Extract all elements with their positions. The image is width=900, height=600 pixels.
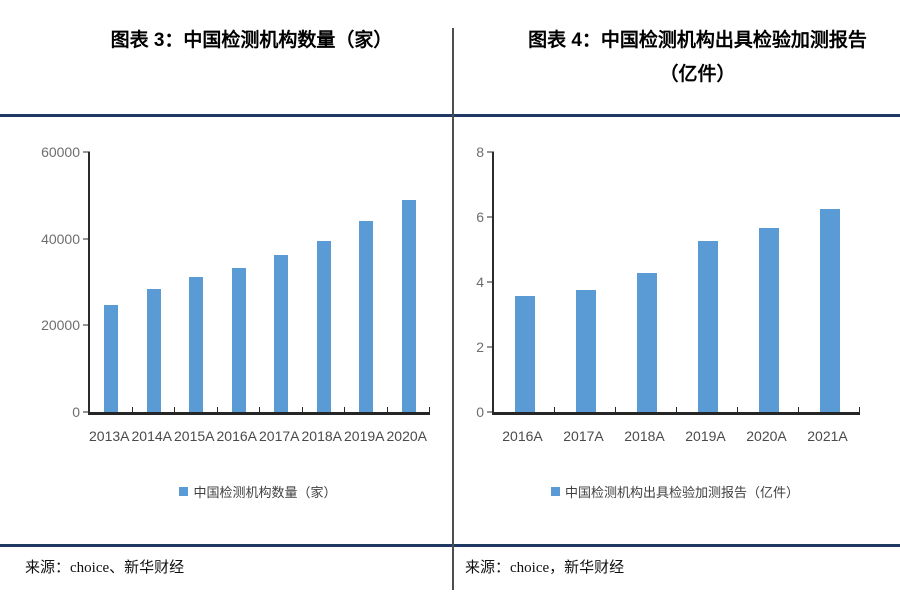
x-axis-tick-label: 2019A	[685, 428, 726, 444]
y-axis-tick-label: 0	[476, 404, 484, 420]
source-note: 来源：choice、新华财经	[25, 560, 185, 576]
y-axis-tick-mark	[487, 281, 494, 283]
x-axis-tick-label: 2013A	[89, 428, 130, 444]
panel-institution-count: 图表 3：中国检测机构数量（家） 0 20000 40000 60000 2013A 2…	[25, 24, 453, 576]
x-axis-tick-label: 2019A	[344, 428, 385, 444]
bar-2016A	[231, 268, 246, 412]
bar-slot	[345, 152, 388, 412]
bar-2020A	[401, 200, 416, 412]
x-axis-tick-mark	[344, 407, 345, 412]
bar-chart-institution-count: 0 20000 40000 60000 2013A 2014A 2015A 2016A 201…	[41, 145, 431, 444]
bar-chart-report-volume: 0 2 4 6 8 2016A 2017A 2018A 2019A 2020A 2021A	[476, 145, 860, 444]
bar-2019A	[697, 240, 718, 412]
y-axis-tick-label: 8	[476, 144, 484, 160]
x-axis-tick-label: 2017A	[259, 428, 300, 444]
legend-label: 中国检测机构出具检验加测报告（亿件）	[564, 485, 799, 500]
y-axis-tick-mark	[487, 216, 494, 218]
y-axis-tick-label: 2	[476, 339, 484, 355]
x-axis-tick-label: 2018A	[624, 428, 665, 444]
bar-slot	[799, 152, 860, 412]
chart-title-line: （亿件）	[659, 64, 736, 86]
bar-slot	[677, 152, 738, 412]
bar-2017A	[274, 254, 289, 412]
bar-slot	[218, 152, 261, 412]
bar-slot	[388, 152, 431, 412]
bar-2014A	[146, 289, 161, 412]
x-axis-tick-mark	[174, 407, 175, 412]
y-axis-tick-label: 40000	[41, 230, 80, 247]
bar-2020A	[758, 227, 779, 412]
x-axis-tick-label: 2021A	[807, 428, 848, 444]
plot-area: 0 20000 40000 60000	[41, 145, 431, 419]
bottom-rule-line	[0, 544, 900, 547]
legend-swatch-icon	[550, 487, 560, 496]
y-axis-tick-mark	[487, 151, 494, 153]
x-axis-tick-mark	[676, 407, 677, 412]
bar-slot	[738, 152, 799, 412]
panel-report-volume: 图表 4：中国检测机构出具检验加测报告 （亿件） 0 2 4 6 8 2016A 2017…	[455, 0, 900, 600]
legend-swatch-icon	[179, 487, 189, 496]
y-axis-tick-label: 60000	[41, 144, 80, 160]
bar-slot	[133, 152, 176, 412]
x-axis-tick-label: 2018A	[301, 428, 342, 444]
bar-slot	[303, 152, 346, 412]
y-axis-tick-mark	[83, 324, 90, 326]
y-axis-tick-mark	[83, 151, 90, 153]
y-axis-tick-label: 20000	[41, 317, 80, 334]
x-axis-tick-mark	[386, 407, 388, 412]
legend-label: 中国检测机构数量（家）	[193, 485, 337, 500]
x-axis-tick-mark	[737, 407, 738, 412]
bar-slot	[90, 152, 133, 412]
bar-slot	[494, 152, 555, 412]
chart-title-line: 图表 4：中国检测机构出具检验加测报告	[528, 30, 867, 51]
legend: 中国检测机构出具检验加测报告（亿件）	[492, 482, 858, 501]
x-axis-tick-mark	[216, 407, 218, 412]
x-axis-tick-label: 2016A	[216, 428, 257, 444]
bar-2016A	[514, 296, 535, 412]
x-axis-tick-label: 2014A	[131, 428, 172, 444]
bar-2015A	[189, 277, 204, 412]
vertical-divider-line	[452, 28, 454, 590]
x-axis-tick-mark	[429, 407, 430, 412]
bar-2019A	[359, 221, 374, 412]
x-axis-tick-mark	[259, 407, 260, 412]
y-axis-tick-label: 6	[476, 209, 484, 225]
bar-2013A	[104, 304, 119, 412]
legend: 中国检测机构数量（家）	[88, 482, 428, 501]
bar-2017A	[575, 289, 596, 412]
y-axis-tick-label: 4	[476, 274, 484, 290]
x-axis-labels: 2016A 2017A 2018A 2019A 2020A 2021A	[492, 428, 858, 445]
x-axis-tick-label: 2020A	[746, 428, 787, 444]
x-axis-tick-mark	[859, 407, 860, 412]
bar-2018A	[316, 240, 331, 412]
bar-slot	[616, 152, 677, 412]
x-axis-tick-label: 2017A	[563, 428, 604, 444]
bar-2021A	[819, 208, 840, 412]
y-axis-tick-label: 0	[72, 404, 80, 420]
top-rule-line	[0, 114, 900, 117]
x-axis-tick-mark	[798, 407, 799, 412]
source-note: 来源：choice，新华财经	[465, 560, 625, 576]
plot-area: 0 2 4 6 8	[476, 145, 860, 419]
chart-title: 图表 4：中国检测机构出具检验加测报告 （亿件）	[495, 24, 900, 92]
chart-title: 图表 3：中国检测机构数量（家）	[50, 24, 453, 58]
chart-title-line: 图表 3：中国检测机构数量（家）	[110, 30, 393, 51]
y-axis-tick-mark	[83, 238, 90, 240]
x-axis-tick-mark	[131, 407, 133, 412]
x-axis-tick-label: 2020A	[386, 428, 427, 444]
x-axis-tick-mark	[554, 407, 555, 412]
x-axis-labels: 2013A 2014A 2015A 2016A 2017A 2018A 2019A 2020A	[88, 428, 428, 445]
bar-2018A	[636, 272, 657, 412]
bar-slot	[175, 152, 218, 412]
bar-slot	[555, 152, 616, 412]
y-axis-tick-mark	[83, 411, 90, 413]
y-axis-tick-mark	[487, 346, 494, 348]
x-axis-tick-mark	[301, 407, 303, 412]
x-axis-tick-label: 2016A	[502, 428, 543, 444]
x-axis-tick-label: 2015A	[174, 428, 215, 444]
y-axis-tick-mark	[487, 411, 494, 413]
bar-slot	[260, 152, 303, 412]
x-axis-tick-mark	[615, 407, 616, 412]
